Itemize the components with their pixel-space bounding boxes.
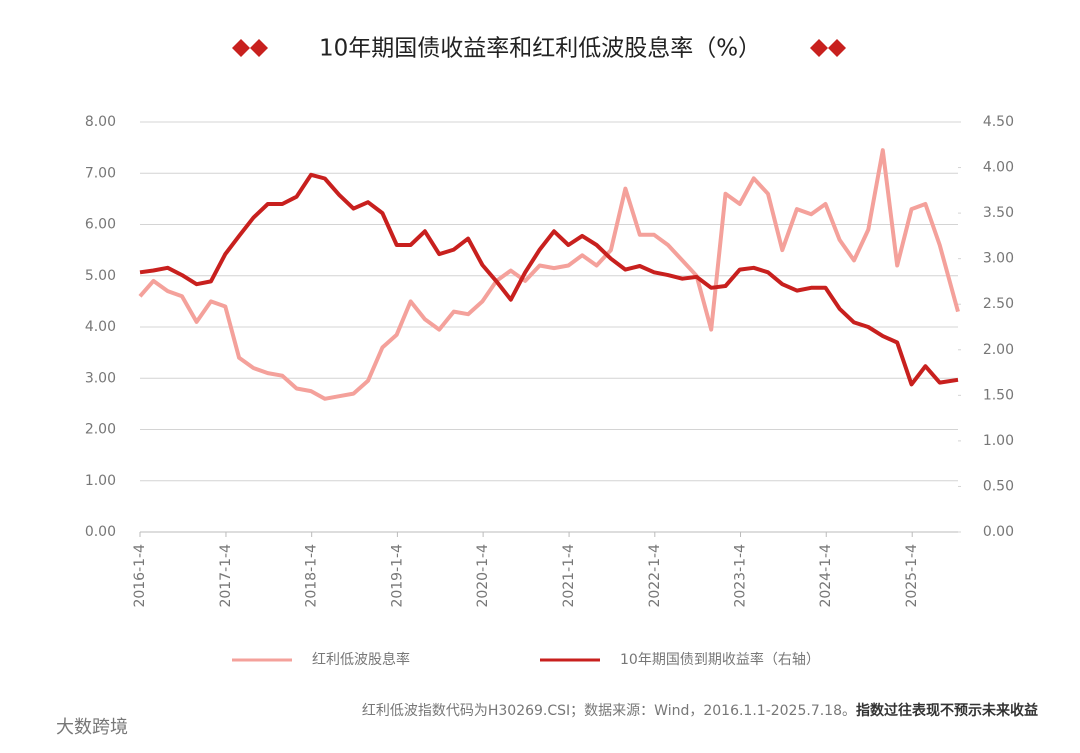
title-icon-right [810, 39, 846, 57]
x-tick-label: 2022-1-4 [647, 544, 663, 608]
x-tick-label: 2018-1-4 [304, 544, 320, 608]
series-line [138, 148, 960, 401]
y-tick-label: 8.00 [85, 114, 116, 130]
footnote: 红利低波指数代码为H30269.CSI；数据来源：Wind，2016.1.1-2… [362, 702, 1038, 719]
y2-tick-label: 2.50 [983, 296, 1014, 312]
y-tick-label: 1.00 [85, 473, 116, 489]
y2-tick-label: 0.00 [983, 524, 1014, 540]
footnote-bold: 指数过往表现不预示未来收益 [856, 702, 1038, 719]
chart-title: 10年期国债收益率和红利低波股息率（%） [319, 36, 761, 62]
y2-tick-label: 4.50 [983, 114, 1014, 130]
y2-tick-label: 2.00 [983, 342, 1014, 358]
watermark: 大数跨境 [56, 717, 128, 738]
x-tick-label: 2025-1-4 [904, 544, 920, 608]
y-tick-label: 3.00 [85, 370, 116, 386]
y2-tick-label: 3.50 [983, 205, 1014, 221]
series-line [139, 172, 959, 387]
y-tick-label: 5.00 [85, 268, 116, 284]
y2-tick-label: 4.00 [983, 160, 1014, 176]
x-tick-label: 2024-1-4 [818, 544, 834, 608]
footnote-text: 红利低波指数代码为H30269.CSI；数据来源：Wind，2016.1.1-2… [362, 703, 856, 719]
x-tick-label: 2016-1-4 [132, 544, 148, 608]
y-tick-label: 2.00 [85, 422, 116, 438]
y-tick-label: 0.00 [85, 524, 116, 540]
x-tick-label: 2020-1-4 [475, 544, 491, 608]
x-tick-label: 2023-1-4 [733, 544, 749, 608]
x-tick-label: 2019-1-4 [389, 544, 405, 608]
y-tick-label: 4.00 [85, 319, 116, 335]
y2-tick-label: 1.00 [983, 433, 1014, 449]
y2-tick-label: 0.50 [983, 478, 1014, 494]
title-icon-left [232, 39, 268, 57]
legend-label: 10年期国债到期收益率（右轴） [620, 651, 820, 668]
x-tick-label: 2021-1-4 [561, 544, 577, 608]
y2-tick-label: 1.50 [983, 387, 1014, 403]
y-tick-label: 7.00 [85, 165, 116, 181]
x-tick-label: 2017-1-4 [218, 544, 234, 608]
y2-tick-label: 3.00 [983, 251, 1014, 267]
y-tick-label: 6.00 [85, 217, 116, 233]
legend-label: 红利低波股息率 [312, 651, 410, 668]
